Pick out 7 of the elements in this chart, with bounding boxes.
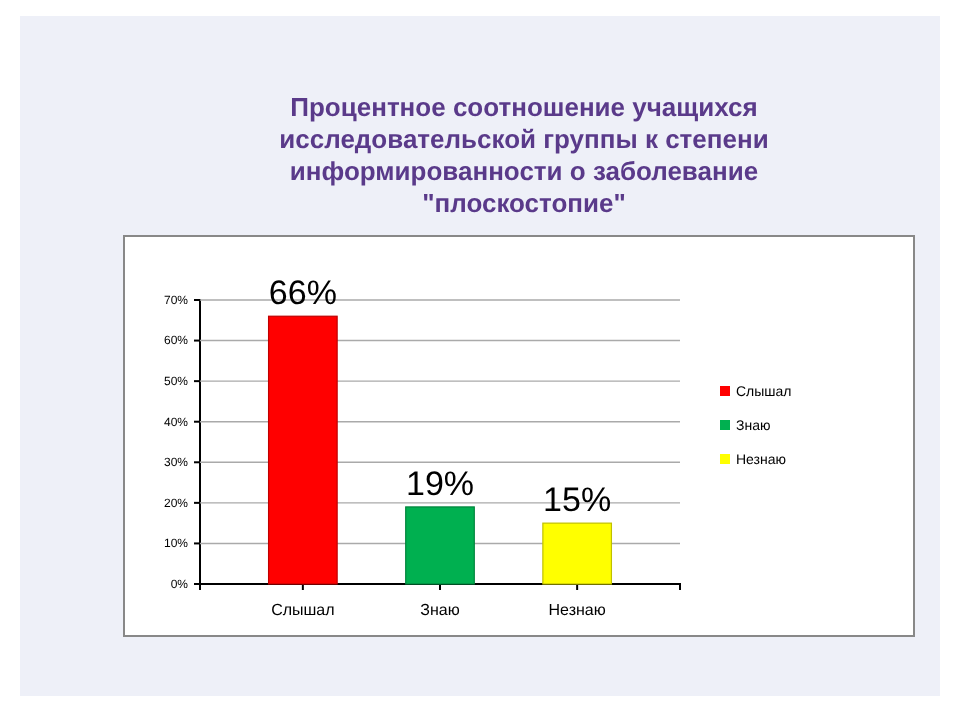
x-tick-label: Слышал [271, 601, 336, 620]
data-label: 15% [543, 481, 612, 520]
data-label: 19% [405, 464, 475, 503]
x-tick-label: Незнаю [548, 601, 606, 620]
chart-title: Процентное соотношение учащихся исследовательской группы к степени информированности о заболевание "плоскостопие" [279, 92, 769, 218]
data-label: 66% [268, 274, 337, 313]
x-tick-label: Знаю [420, 601, 460, 620]
